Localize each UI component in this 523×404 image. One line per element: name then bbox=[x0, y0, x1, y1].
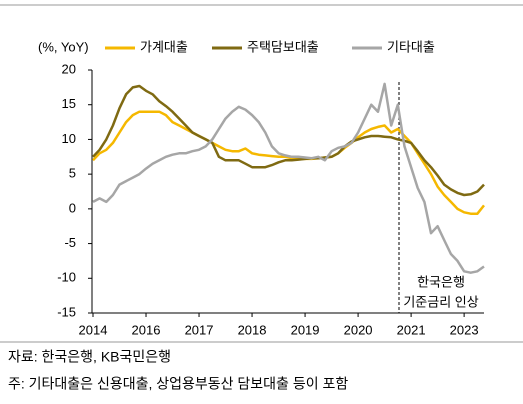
x-tick-label: 2014 bbox=[79, 322, 108, 337]
unit-label: (%, YoY) bbox=[38, 39, 89, 54]
y-tick-label: 10 bbox=[62, 131, 76, 146]
x-tick-label: 2018 bbox=[238, 322, 267, 337]
x-tick-label: 2016 bbox=[132, 322, 161, 337]
x-tick-label: 2017 bbox=[185, 322, 214, 337]
annotation: 한국은행 bbox=[417, 274, 465, 289]
y-tick-label: -5 bbox=[64, 235, 76, 250]
x-tick-label: 2023 bbox=[450, 322, 479, 337]
series-line bbox=[92, 84, 485, 197]
y-tick-label: -15 bbox=[57, 304, 76, 319]
legend-label: 가계대출 bbox=[140, 39, 188, 54]
y-tick-label: 0 bbox=[69, 200, 76, 215]
x-tick-label: 2021 bbox=[397, 322, 426, 337]
y-tick-label: 5 bbox=[69, 166, 76, 181]
x-tick-label: 2020 bbox=[344, 322, 373, 337]
y-tick-label: 15 bbox=[62, 96, 76, 111]
x-tick-label: 2019 bbox=[291, 322, 320, 337]
legend-label: 기타대출 bbox=[387, 39, 435, 54]
y-tick-label: -10 bbox=[57, 270, 76, 285]
legend-label: 주택담보대출 bbox=[247, 39, 319, 54]
note: 주: 기타대출은 신용대출, 상업용부동산 담보대출 등이 포함 bbox=[8, 376, 348, 392]
series-line bbox=[92, 110, 485, 215]
source: 자료: 한국은행, KB국민은행 bbox=[8, 349, 171, 365]
annotation: 기준금리 인상 bbox=[403, 294, 478, 309]
y-tick-label: 20 bbox=[62, 61, 76, 76]
series-line bbox=[92, 82, 485, 274]
